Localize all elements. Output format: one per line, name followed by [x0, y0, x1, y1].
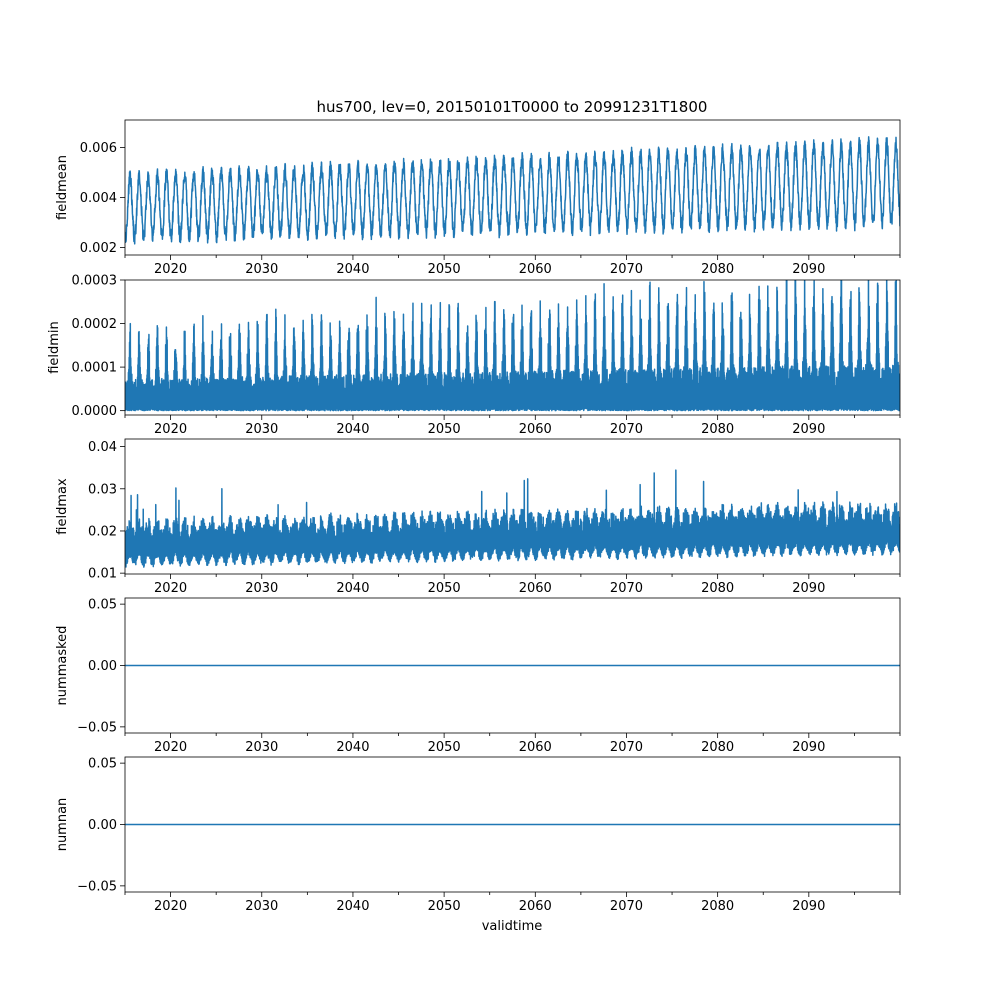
x-tick-label: 2030	[245, 899, 278, 914]
x-tick-label: 2080	[701, 422, 734, 437]
plot-frame-fieldmin	[124, 279, 901, 416]
y-tick-label: 0.0002	[72, 317, 118, 332]
x-tick-label: 2050	[428, 262, 461, 277]
y-tick-label: 0.004	[80, 191, 117, 206]
x-tick-label: 2090	[792, 740, 825, 755]
x-tick-label: 2060	[519, 581, 552, 596]
panels-container: 2020 2030 2040 2050 2060 2070 2080 2090 0.002 0.0…	[47, 119, 901, 914]
x-tick-label: 2040	[336, 581, 369, 596]
x-tick-label: 2040	[336, 899, 369, 914]
x-tick-label: 2070	[610, 899, 643, 914]
y-axis-label-fieldmax: fieldmax	[55, 478, 70, 535]
x-tick-label: 2060	[519, 262, 552, 277]
y-axis-label-nummasked: nummasked	[55, 626, 70, 706]
series-line-fieldmin	[125, 280, 900, 412]
x-tick-label: 2030	[245, 740, 278, 755]
x-tick-label: 2080	[701, 899, 734, 914]
x-tick-label: 2020	[154, 581, 187, 596]
series-line-fieldmean	[125, 136, 900, 245]
y-tick-label: 0.0001	[72, 361, 118, 376]
x-tick-label: 2060	[519, 740, 552, 755]
x-tick-label: 2040	[336, 422, 369, 437]
x-tick-label: 2020	[154, 899, 187, 914]
x-tick-label: 2040	[336, 262, 369, 277]
x-tick-label: 2070	[610, 262, 643, 277]
x-tick-label: 2030	[245, 422, 278, 437]
x-tick-label: 2080	[701, 262, 734, 277]
plot-frame-fieldmean	[124, 119, 901, 256]
x-tick-label: 2060	[519, 899, 552, 914]
series-line-fieldmax	[125, 469, 900, 568]
y-tick-label: 0.0000	[72, 404, 118, 419]
y-tick-label: 0.04	[88, 440, 117, 455]
x-tick-label: 2070	[610, 740, 643, 755]
y-tick-label: 0.01	[88, 567, 117, 582]
x-tick-label: 2020	[154, 740, 187, 755]
x-tick-label: 2040	[336, 740, 369, 755]
y-tick-label: 0.03	[88, 482, 117, 497]
x-tick-label: 2050	[428, 740, 461, 755]
x-tick-label: 2090	[792, 262, 825, 277]
x-tick-label: 2060	[519, 422, 552, 437]
x-tick-label: 2090	[792, 422, 825, 437]
x-tick-label: 2090	[792, 581, 825, 596]
x-tick-label: 2030	[245, 262, 278, 277]
x-tick-label: 2020	[154, 422, 187, 437]
x-tick-label: 2030	[245, 581, 278, 596]
y-tick-label: 0.05	[88, 757, 117, 772]
chart-title: hus700, lev=0, 20150101T0000 to 20991231…	[317, 98, 708, 116]
y-tick-label: −0.05	[77, 879, 117, 894]
x-tick-label: 2050	[428, 422, 461, 437]
x-tick-label: 2020	[154, 262, 187, 277]
plot-frame-fieldmax	[124, 438, 901, 575]
y-tick-label: 0.002	[80, 241, 117, 256]
y-axis-label-fieldmin: fieldmin	[47, 321, 62, 374]
y-tick-label: 0.00	[88, 818, 117, 833]
x-axis-label: validtime	[482, 919, 543, 934]
x-tick-label: 2080	[701, 740, 734, 755]
panel-nummasked: 2020 2030 2040 2050 2060 2070 2080 2090 −0.05 0.0…	[55, 597, 901, 755]
y-axis-label-numnan: numnan	[55, 798, 70, 852]
y-tick-label: −0.05	[77, 720, 117, 735]
y-tick-label: 0.05	[88, 598, 117, 613]
panel-numnan: 2020 2030 2040 2050 2060 2070 2080 2090 −0.05 0.0…	[55, 756, 901, 914]
y-tick-label: 0.02	[88, 524, 117, 539]
x-tick-label: 2090	[792, 899, 825, 914]
y-axis-label-fieldmean: fieldmean	[55, 155, 70, 220]
y-tick-label: 0.0003	[72, 274, 118, 289]
x-tick-label: 2070	[610, 422, 643, 437]
x-tick-label: 2050	[428, 581, 461, 596]
x-tick-label: 2050	[428, 899, 461, 914]
y-tick-label: 0.00	[88, 659, 117, 674]
x-tick-label: 2080	[701, 581, 734, 596]
panel-fieldmax: 2020 2030 2040 2050 2060 2070 2080 2090 0.01 0.02…	[55, 438, 901, 596]
y-tick-label: 0.006	[80, 141, 117, 156]
panel-fieldmean: 2020 2030 2040 2050 2060 2070 2080 2090 0.002 0.0…	[55, 119, 901, 277]
x-tick-label: 2070	[610, 581, 643, 596]
panel-fieldmin: 2020 2030 2040 2050 2060 2070 2080 2090 0.0000 0.…	[47, 274, 901, 437]
